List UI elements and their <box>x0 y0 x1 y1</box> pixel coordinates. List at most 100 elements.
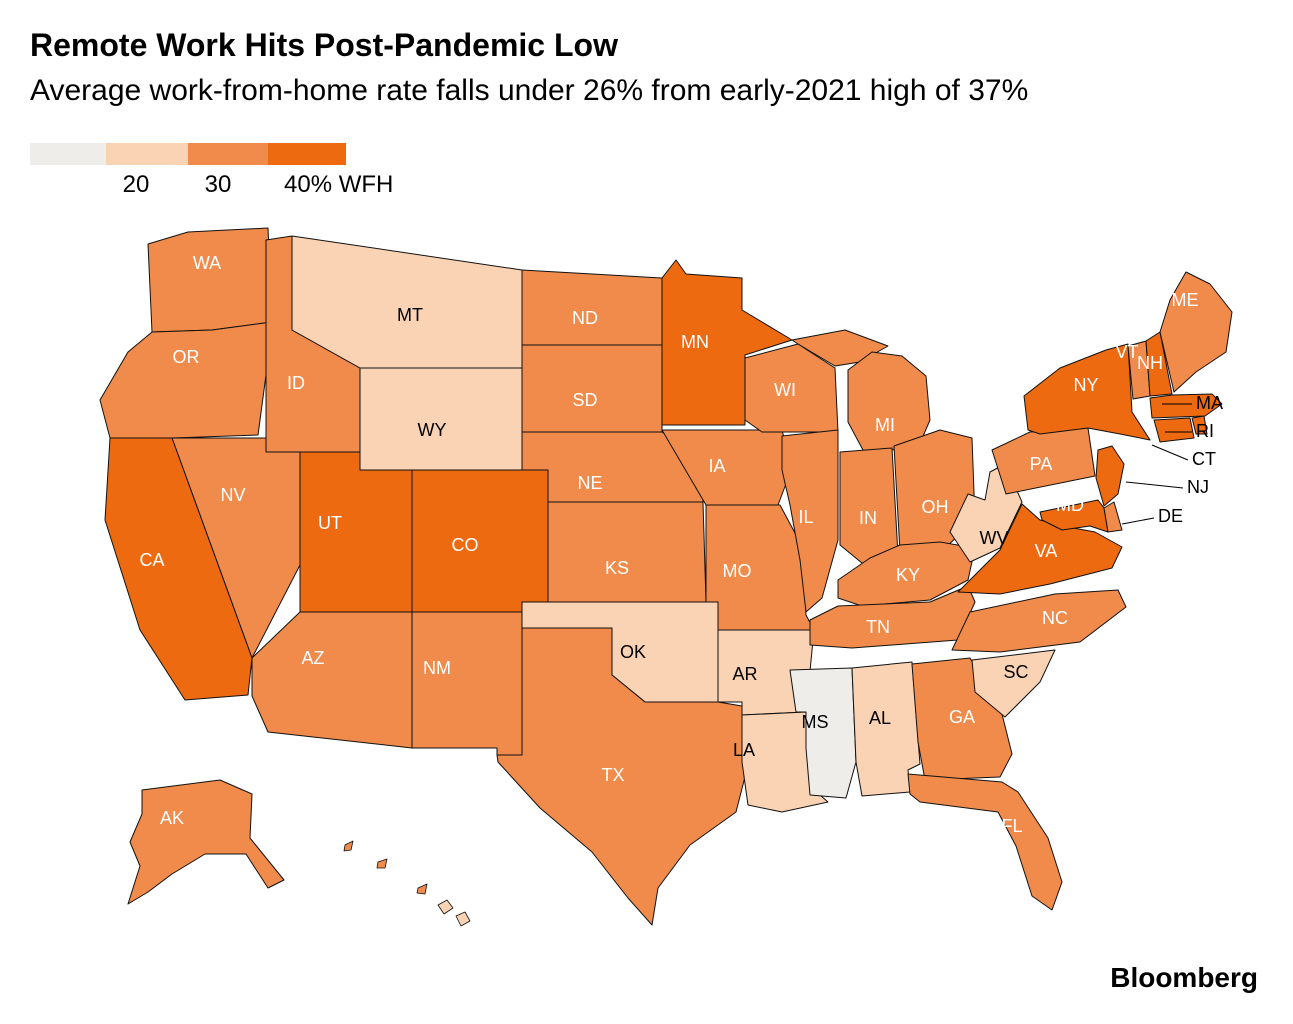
state-label-in: IN <box>859 508 877 528</box>
state-il <box>781 429 839 613</box>
state-ak-island-2 <box>376 858 388 869</box>
chart-title: Remote Work Hits Post-Pandemic Low <box>30 27 618 63</box>
state-label-id: ID <box>287 373 305 393</box>
state-label-nh: NH <box>1137 353 1163 373</box>
state-nh <box>1145 331 1173 397</box>
state-ak-island-1 <box>343 840 354 852</box>
state-va <box>957 503 1123 595</box>
state-label-mt: MT <box>397 305 423 325</box>
state-me <box>1159 271 1233 393</box>
state-label-sc: SC <box>1003 662 1028 682</box>
state-label-nc: NC <box>1042 608 1068 628</box>
state-label-ok: OK <box>620 642 646 662</box>
state-wy <box>359 367 523 471</box>
state-label-ne: NE <box>577 473 602 493</box>
chart-header: Remote Work Hits Post-Pandemic Low Avera… <box>30 26 1028 110</box>
state-nj <box>1095 445 1125 507</box>
state-mt <box>291 235 523 369</box>
state-label-oh: OH <box>922 497 949 517</box>
state-label-ga: GA <box>949 707 975 727</box>
state-sd <box>521 344 663 433</box>
state-md <box>1039 499 1109 533</box>
state-label-nd: ND <box>572 308 598 328</box>
state-label-sd: SD <box>572 390 597 410</box>
state-label-ar: AR <box>732 664 757 684</box>
state-ma <box>1149 393 1223 419</box>
legend-labels: 20 30 40% WFH <box>30 165 450 198</box>
legend-tick-30: 30 <box>204 171 232 198</box>
state-label-ia: IA <box>708 456 725 476</box>
state-ct <box>1153 417 1195 443</box>
state-mn <box>661 259 793 426</box>
state-label-me: ME <box>1172 290 1199 310</box>
state-tn <box>809 585 976 649</box>
state-label-wa: WA <box>193 253 221 273</box>
state-label-ny: NY <box>1073 375 1098 395</box>
state-label-tn: TN <box>866 617 890 637</box>
state-hi-island-2 <box>455 911 471 927</box>
state-ut <box>299 451 413 613</box>
state-label-ct: CT <box>1192 449 1216 469</box>
legend: 20 30 40% WFH <box>30 143 450 203</box>
state-tx <box>496 627 749 926</box>
state-sc <box>971 649 1056 718</box>
state-ca <box>104 437 253 701</box>
state-co <box>411 469 566 613</box>
state-az <box>251 611 413 749</box>
state-label-pa: PA <box>1030 454 1053 474</box>
state-or <box>99 321 273 439</box>
state-label-ca: CA <box>139 550 164 570</box>
state-ak <box>127 779 285 905</box>
state-hi-island-1 <box>437 899 454 915</box>
state-label-ak: AK <box>160 808 184 828</box>
legend-swatch-40-plus <box>268 143 346 165</box>
legend-color-bar <box>30 143 346 165</box>
state-label-wy: WY <box>418 420 447 440</box>
legend-tick-20: 20 <box>122 171 150 198</box>
state-label-fl: FL <box>1001 816 1022 836</box>
state-ak-island-3 <box>416 883 428 895</box>
state-ky <box>837 541 976 607</box>
state-label-ri: RI <box>1196 421 1214 441</box>
state-label-la: LA <box>733 740 755 760</box>
state-nc <box>951 589 1127 653</box>
bloomberg-logo: Bloomberg <box>1110 962 1258 993</box>
state-label-al: AL <box>869 708 891 728</box>
state-ny <box>1023 343 1151 441</box>
state-label-nm: NM <box>423 658 451 678</box>
state-ks <box>547 501 707 603</box>
legend-swatch-20-30 <box>106 143 188 165</box>
state-pa <box>991 427 1096 495</box>
state-nm <box>411 611 523 756</box>
state-label-nj: NJ <box>1187 477 1209 497</box>
state-label-de: DE <box>1158 506 1183 526</box>
state-fl <box>907 773 1063 911</box>
state-label-va: VA <box>1035 541 1058 561</box>
state-label-co: CO <box>452 535 479 555</box>
legend-tick-40-wfh: 40% WFH <box>284 171 394 198</box>
state-label-vt: VT <box>1115 342 1138 362</box>
callout-line-de <box>1121 517 1155 525</box>
callout-line-nj <box>1125 481 1184 489</box>
state-label-ut: UT <box>318 513 342 533</box>
state-label-nv: NV <box>220 485 245 505</box>
callout-line-ct <box>1151 444 1189 461</box>
legend-swatch-under-20 <box>30 143 106 165</box>
chart-subtitle: Average work-from-home rate falls under … <box>30 74 1029 108</box>
state-label-mo: MO <box>723 561 752 581</box>
state-label-ks: KS <box>605 558 629 578</box>
state-label-wi: WI <box>774 380 796 400</box>
state-label-az: AZ <box>301 648 324 668</box>
state-wa <box>147 227 273 333</box>
state-label-ma: MA <box>1196 393 1223 413</box>
state-label-ms: MS <box>802 712 829 732</box>
state-label-ky: KY <box>896 565 920 585</box>
legend-swatch-30-40 <box>188 143 268 165</box>
state-mi <box>847 351 931 453</box>
state-label-or: OR <box>173 347 200 367</box>
state-label-mi: MI <box>875 415 895 435</box>
state-label-wv: WV <box>980 528 1009 548</box>
state-de <box>1103 501 1123 533</box>
state-label-tx: TX <box>601 765 624 785</box>
